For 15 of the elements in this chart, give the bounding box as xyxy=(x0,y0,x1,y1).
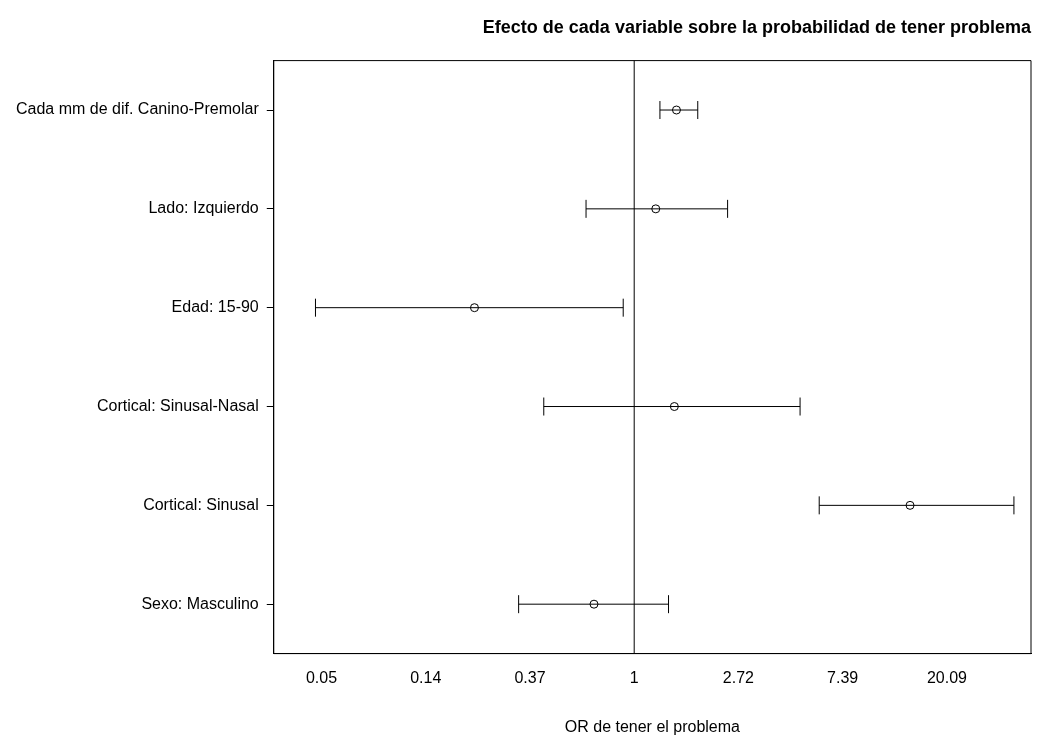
chart-title: Efecto de cada variable sobre la probabilidad de tener problema xyxy=(482,16,1032,37)
x-tick-label: 1 xyxy=(629,668,639,686)
x-tick-label: 2.72 xyxy=(722,668,755,686)
x-tick-label: 7.39 xyxy=(827,668,859,686)
x-axis-title: OR de tener el problema xyxy=(564,717,741,735)
y-tick-label: Cortical: Sinusal-Nasal xyxy=(96,396,259,414)
x-tick-label: 0.37 xyxy=(514,668,546,686)
y-tick-label: Lado: Izquierdo xyxy=(148,199,259,217)
x-tick-label: 20.09 xyxy=(926,668,968,686)
x-tick-label: 0.14 xyxy=(410,668,442,686)
y-tick-label: Sexo: Masculino xyxy=(141,594,259,612)
x-tick-label: 0.05 xyxy=(305,668,338,686)
y-tick-label: Cada mm de dif. Canino-Premolar xyxy=(16,100,260,118)
y-tick-label: Cortical: Sinusal xyxy=(143,495,259,513)
y-tick-label: Edad: 15-90 xyxy=(171,298,259,316)
